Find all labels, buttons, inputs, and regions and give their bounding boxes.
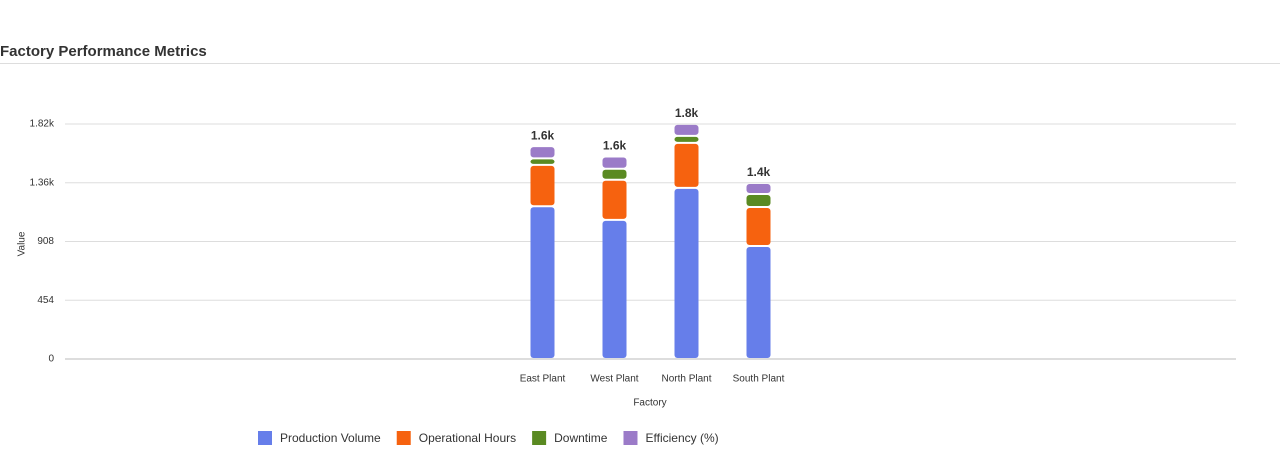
bar-segment <box>674 124 699 135</box>
legend-swatch <box>396 431 411 445</box>
bar-segment <box>602 180 627 219</box>
y-tick-label: 0 <box>48 354 54 365</box>
legend-label: Operational Hours <box>419 431 516 445</box>
x-tick-label: North Plant <box>661 374 711 385</box>
total-label: 1.8k <box>675 106 699 120</box>
bar-segment <box>746 184 771 194</box>
bar-segment <box>530 147 555 158</box>
total-label: 1.6k <box>603 139 627 153</box>
bar-segment <box>530 159 555 164</box>
y-axis-label: Value <box>17 231 28 256</box>
bar-segment <box>530 165 555 206</box>
y-tick-label: 908 <box>37 236 54 247</box>
x-axis-label: Factory <box>633 398 666 409</box>
bar-segment <box>746 247 771 358</box>
total-label: 1.4k <box>747 165 771 179</box>
legend-swatch <box>623 431 638 445</box>
bar-segment <box>746 195 771 206</box>
bar-segment <box>602 220 627 358</box>
chart-title: Factory Performance Metrics <box>0 43 207 60</box>
y-tick-label: 1.36k <box>30 177 55 188</box>
x-tick-label: West Plant <box>590 374 638 385</box>
bar-segment <box>602 157 627 168</box>
legend-label: Production Volume <box>280 431 381 445</box>
bar-segment <box>674 143 699 187</box>
bar-segment <box>674 136 699 142</box>
legend-label: Efficiency (%) <box>645 431 718 445</box>
legend-swatch <box>532 431 547 445</box>
y-tick-label: 454 <box>37 295 54 306</box>
x-tick-label: South Plant <box>733 374 785 385</box>
y-tick-label: 1.82k <box>30 119 55 130</box>
total-label: 1.6k <box>531 128 555 142</box>
bar-segment <box>530 207 555 358</box>
legend-label: Downtime <box>554 431 608 445</box>
bar-segment <box>602 169 627 179</box>
bar-segment <box>674 188 699 358</box>
x-tick-label: East Plant <box>520 374 566 385</box>
legend-swatch <box>258 431 272 445</box>
bar-segment <box>746 207 771 246</box>
